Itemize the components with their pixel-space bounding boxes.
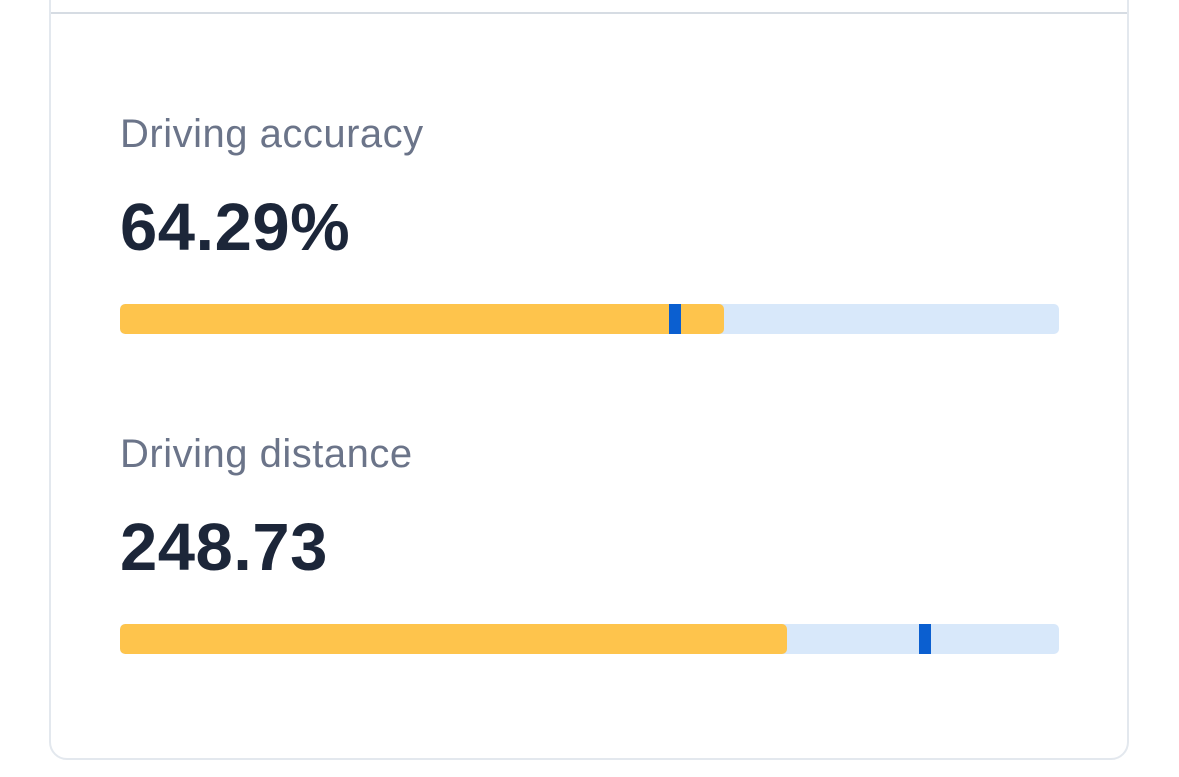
driving-distance-bar-marker (918, 624, 931, 654)
driving-accuracy-label: Driving accuracy (120, 112, 424, 156)
driving-accuracy-bar-fill (120, 304, 724, 334)
driving-accuracy-bar-marker (668, 304, 681, 334)
driving-distance-label: Driving distance (120, 432, 413, 476)
driving-accuracy-bar (120, 304, 1059, 334)
driving-accuracy-value: 64.29% (120, 190, 351, 265)
card-divider (51, 12, 1127, 14)
driving-accuracy-stat: Driving accuracy 64.29% (120, 108, 1060, 334)
driving-distance-stat: Driving distance 248.73 (120, 428, 1060, 654)
driving-distance-bar (120, 624, 1059, 654)
driving-distance-value: 248.73 (120, 510, 328, 585)
driving-distance-bar-fill (120, 624, 787, 654)
